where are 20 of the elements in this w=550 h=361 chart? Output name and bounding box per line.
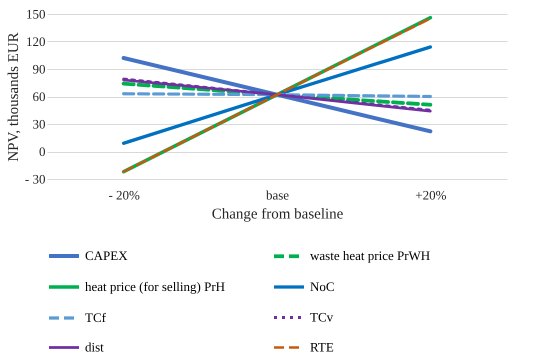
legend-label: RTE [310,340,334,354]
y-axis-title: NPV, thousands EUR [6,32,22,162]
legend-label: NoC [310,279,335,294]
y-tick-label: - 30 [24,172,46,186]
legend-label: CAPEX [85,248,128,263]
y-tick-label: 60 [32,89,46,104]
x-axis-title: Change from baseline [212,206,344,222]
legend-label: TCv [310,310,334,324]
legend-label: waste heat price PrWH [310,248,430,264]
y-tick-label: 30 [32,116,46,132]
y-tick-label: 150 [26,6,46,22]
legend-label: heat price (for selling) PrH [85,279,226,294]
y-tick-label: 90 [32,62,46,76]
y-tick-label: 0 [39,144,46,159]
x-tick-label: - 20% [108,188,140,202]
legend-label: TCf [85,310,107,325]
x-tick-label: +20% [415,188,447,202]
legend-label: dist [85,340,104,354]
y-tick-label: 120 [26,34,46,49]
x-tick-label: base [266,188,290,202]
